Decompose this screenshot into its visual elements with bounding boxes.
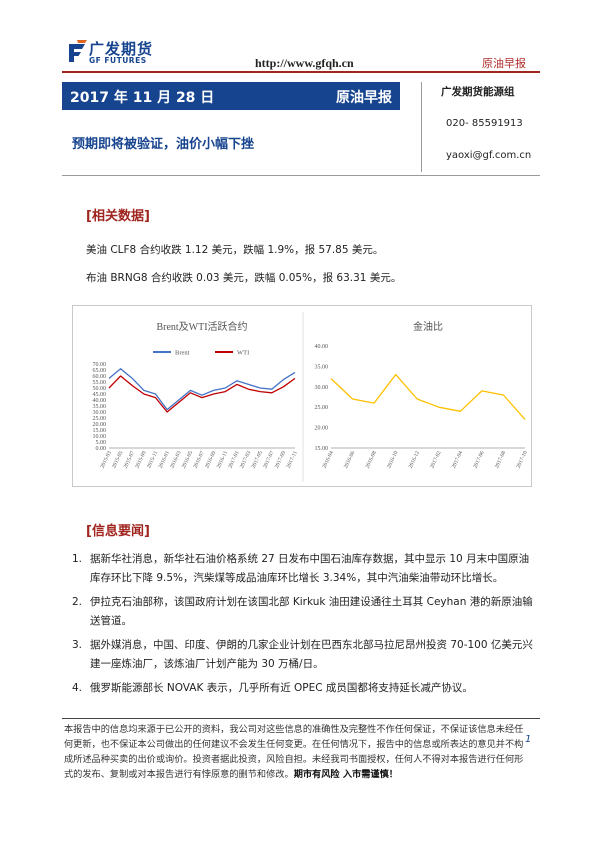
y-tick-label: 20.00 [315,426,329,432]
charts-panel: Brent及WTI活跃合约 0.00 5.00 10.00 15.00 20.00 25.0… [72,305,532,487]
report-tag: 原油早报 [482,57,526,70]
series-line-brent [108,368,296,411]
x-tick-label: 2016-04 [322,450,335,469]
legend-label: WTI [237,350,249,357]
news-item-text: 俄罗斯能源部长 NOVAK 表示，几乎所有近 OPEC 成员国都将支持延长减产协… [90,682,473,694]
report-headline: 预期即将被验证，油价小幅下挫 [72,137,255,152]
y-tick-label: 35.00 [315,364,329,370]
y-tick-label: 65.00 [93,368,107,374]
y-tick-label: 30.00 [315,385,329,391]
news-item-number: 3. [72,639,83,651]
header-divider [62,71,540,73]
title-bar: 2017 年 11 月 28 日 原油早报 [62,82,400,110]
data-line-wti: 美油 CLF8 合约收跌 1.12 美元，跌幅 1.9%，报 57.85 美元。 [86,244,384,256]
charts-svg: Brent及WTI活跃合约0.005.0010.0015.0020.0025.0… [93,312,529,482]
y-tick-label: 40.00 [93,398,107,404]
x-tick-label: 2016-10 [386,450,399,469]
x-tick-label: 2017-10 [516,450,529,469]
series-line-wti [108,375,296,413]
y-tick-label: 45.00 [93,392,107,398]
risk-warning: 期市有风险 入市需谨慎！ [293,769,398,780]
x-tick-label: 2017-02 [429,450,442,469]
y-tick-label: 30.00 [93,410,107,416]
contact-divider [421,82,422,172]
y-tick-label: 10.00 [93,434,107,440]
title-band-divider [62,175,540,176]
news-item-number: 4. [72,682,83,694]
y-tick-label: 55.00 [93,380,107,386]
website-link[interactable]: http://www.gfqh.cn [255,56,354,70]
news-item-number: 2. [72,596,83,608]
x-tick-label: 2017-04 [451,450,464,469]
y-tick-label: 5.00 [96,440,107,446]
logo-mark-icon [69,40,87,62]
news-item-text: 据外媒消息，中国、印度、伊朗的几家企业计划在巴西东北部马拉尼昂州投资 70-10… [90,639,533,670]
x-tick-label: 2016-08 [365,450,378,469]
news-item: 4. 俄罗斯能源部长 NOVAK 表示，几乎所有近 OPEC 成员国都将支持延长… [72,679,534,698]
x-tick-label: 2017-08 [494,450,507,469]
company-logo: 广发期货 GF FUTURES [66,38,156,70]
news-item-text: 据新华社消息，新华社石油价格系统 27 日发布中国石油库存数据，其中显示 10 … [90,553,530,584]
y-tick-label: 0.00 [96,446,107,452]
report-type: 原油早报 [336,90,392,106]
series-line-gold-oil-ratio [330,373,526,420]
news-item-number: 1. [72,553,83,565]
related-data-heading: [相关数据] [86,209,150,224]
news-item: 3. 据外媒消息，中国、印度、伊朗的几家企业计划在巴西东北部马拉尼昂州投资 70… [72,636,534,674]
news-item: 2. 伊拉克石油部称，该国政府计划在该国北部 Kirkuk 油田建设通往土耳其 … [72,593,534,631]
chart-title: Brent及WTI活跃合约 [156,320,247,333]
news-heading: [信息要闻] [86,524,150,539]
legend-label: Brent [175,350,190,357]
y-tick-label: 20.00 [93,422,107,428]
news-item: 1. 据新华社消息，新华社石油价格系统 27 日发布中国石油库存数据，其中显示 … [72,550,534,588]
y-tick-label: 15.00 [93,428,107,434]
x-tick-label: 2017-11 [286,450,299,469]
y-tick-label: 25.00 [93,416,107,422]
footer-divider [62,718,540,719]
contact-email-link[interactable]: yaoxi@gf.com.cn [446,150,532,161]
logo-text-en: GF FUTURES [89,56,147,65]
y-tick-label: 15.00 [315,446,329,452]
news-item-text: 伊拉克石油部称，该国政府计划在该国北部 Kirkuk 油田建设通往土耳其 Cey… [90,596,533,627]
x-tick-label: 2017-06 [473,450,486,469]
y-tick-label: 70.00 [93,362,107,368]
contact-phone: 020- 85591913 [446,118,523,129]
x-tick-label: 2016-06 [343,450,356,469]
logo-text-cn: 广发期货 [89,40,154,58]
contact-team: 广发期货能源组 [441,86,515,98]
chart-title: 金油比 [413,320,443,333]
disclaimer: 本报告中的信息均来源于已公开的资料，我公司对这些信息的准确性及完整性不作任何保证… [64,722,524,782]
disclaimer-text: 本报告中的信息均来源于已公开的资料，我公司对这些信息的准确性及完整性不作任何保证… [64,724,524,780]
y-tick-label: 60.00 [93,374,107,380]
y-tick-label: 25.00 [315,405,329,411]
y-tick-label: 40.00 [315,344,329,350]
y-tick-label: 35.00 [93,404,107,410]
x-tick-label: 2016-12 [408,450,421,469]
news-list: 1. 据新华社消息，新华社石油价格系统 27 日发布中国石油库存数据，其中显示 … [72,550,534,703]
report-date: 2017 年 11 月 28 日 [70,90,215,106]
data-line-brent: 布油 BRNG8 合约收跌 0.03 美元，跌幅 0.05%，报 63.31 美… [86,272,402,284]
y-tick-label: 50.00 [93,386,107,392]
page-number: 1 [525,734,532,745]
